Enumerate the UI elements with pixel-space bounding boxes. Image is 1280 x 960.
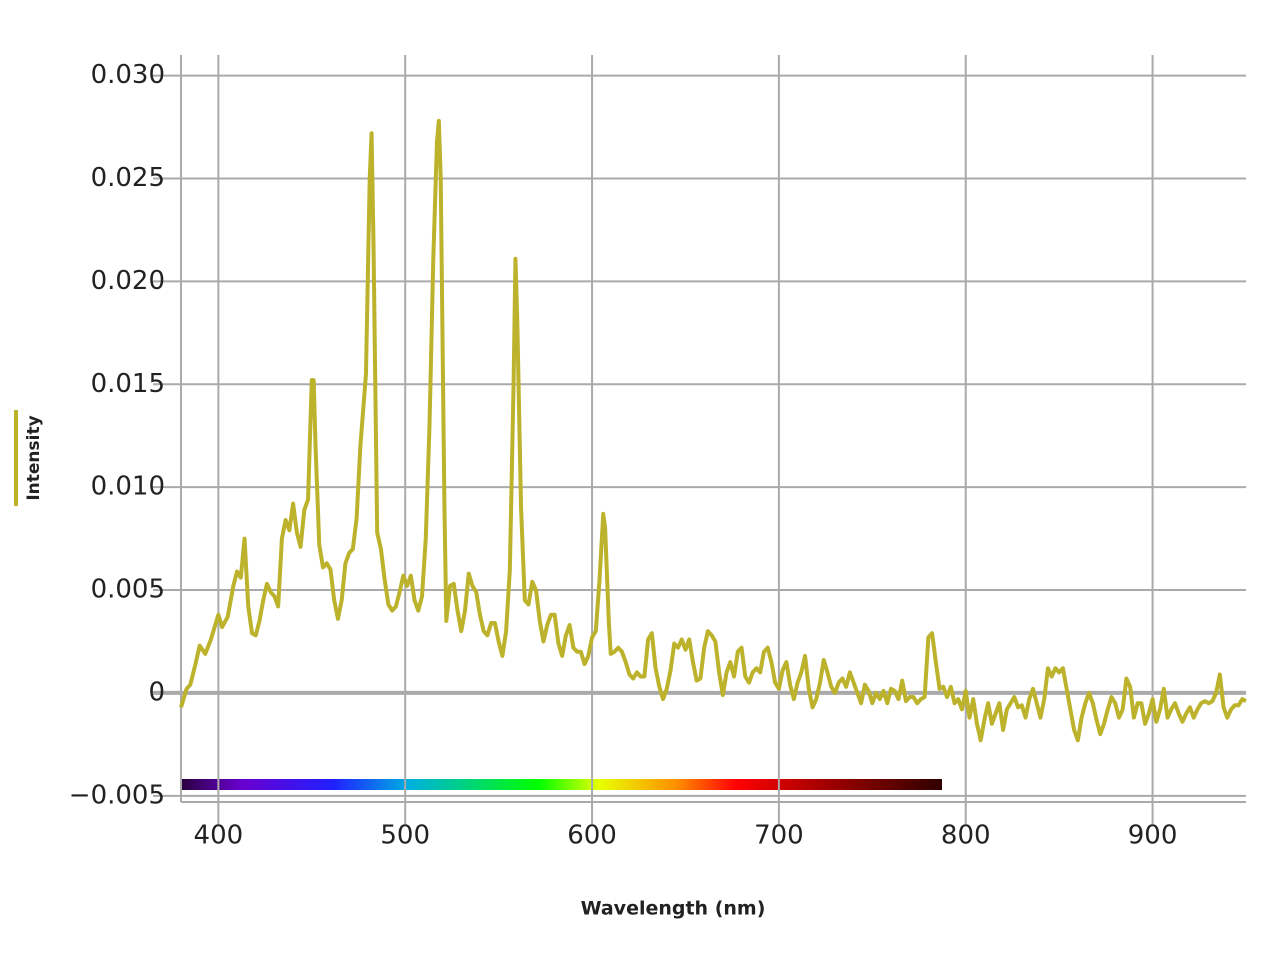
y-tick-label: 0.005 <box>91 575 165 605</box>
y-tick-label: 0.020 <box>91 266 165 296</box>
y-tick-label: 0 <box>148 677 165 707</box>
y-tick-label: 0.010 <box>91 472 165 502</box>
y-tick-label: 0.025 <box>91 163 165 193</box>
x-tick-label: 800 <box>941 821 991 851</box>
data-line <box>179 118 1247 743</box>
x-tick-label: 700 <box>754 821 804 851</box>
y-tick-label: 0.015 <box>91 369 165 399</box>
x-axis-title: Wavelength (nm) <box>581 898 766 920</box>
y-tick-label: −0.005 <box>69 780 165 810</box>
legend-label[interactable]: Intensity <box>24 415 44 500</box>
x-tick-label: 500 <box>380 821 430 851</box>
x-tick-label: 400 <box>194 821 244 851</box>
x-tick-label: 600 <box>567 821 617 851</box>
spectrum-bar <box>181 779 942 790</box>
x-tick-label: 900 <box>1128 821 1178 851</box>
y-tick-label: 0.030 <box>91 60 165 90</box>
